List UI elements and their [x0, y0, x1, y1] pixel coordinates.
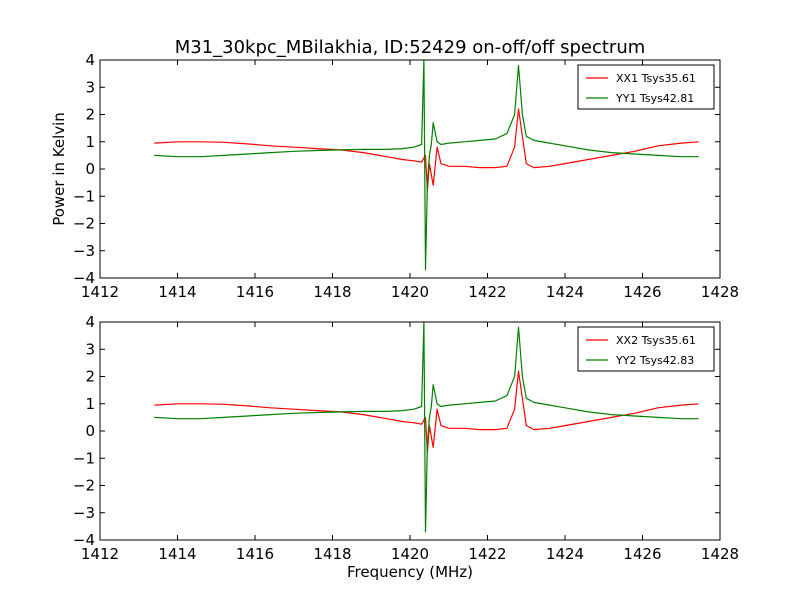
- y-tick-label: 1: [85, 395, 95, 413]
- panel-1: 1412 1414 1416 1418 1420 1422 1424 1426 1428 4 3 2 1…: [73, 51, 739, 301]
- y-tick-label: 0: [85, 422, 95, 440]
- x-tick-label: 1428: [701, 545, 739, 563]
- x-tick-label: 1412: [81, 283, 119, 301]
- legend-label-2: YY1 Tsys42.81: [615, 92, 694, 105]
- legend-box: [577, 326, 715, 372]
- series-line-1: [154, 370, 699, 454]
- x-tick-label: 1420: [391, 545, 429, 563]
- x-tick-label: 1412: [81, 545, 119, 563]
- y-tick-label: 3: [85, 78, 95, 96]
- y-tick-label: −1: [73, 187, 95, 205]
- series-line-1: [154, 108, 699, 192]
- legend-label-1: XX2 Tsys35.61: [616, 334, 696, 347]
- y-axis-label: Power in Kelvin: [50, 112, 68, 226]
- y-tick-label: −3: [73, 242, 95, 260]
- x-tick-label: 1426: [623, 283, 661, 301]
- legend-box: [577, 64, 715, 110]
- y-tick-label: 1: [85, 133, 95, 151]
- y-tick-label: −4: [73, 531, 95, 549]
- y-tick-label: 4: [85, 313, 95, 331]
- x-tick-label: 1418: [313, 545, 351, 563]
- x-tick-label: 1424: [546, 283, 584, 301]
- y-tick-label: 2: [85, 106, 95, 124]
- x-axis-label: Frequency (MHz): [347, 563, 473, 581]
- x-tick-label: 1414: [158, 545, 196, 563]
- series-line-2: [154, 60, 699, 271]
- x-tick-label: 1422: [468, 283, 506, 301]
- figure-title: M31_30kpc_MBilakhia, ID:52429 on-off/off…: [175, 37, 646, 58]
- x-tick-label: 1426: [623, 545, 661, 563]
- y-tick-label: 3: [85, 340, 95, 358]
- x-tick-label: 1418: [313, 283, 351, 301]
- y-tick-label: 4: [85, 51, 95, 69]
- y-tick-label: 2: [85, 368, 95, 386]
- x-tick-label: 1424: [546, 545, 584, 563]
- y-tick-label: 0: [85, 160, 95, 178]
- x-tick-label: 1422: [468, 545, 506, 563]
- x-tick-label: 1416: [236, 283, 274, 301]
- panel-2: 1412 1414 1416 1418 1420 1422 1424 1426 1428 4 3 2 1…: [73, 313, 739, 563]
- x-tick-label: 1428: [701, 283, 739, 301]
- x-tick-label: 1414: [158, 283, 196, 301]
- plot-panels: 1412 1414 1416 1418 1420 1422 1424 1426 14284321…: [73, 51, 739, 563]
- x-tick-label: 1420: [391, 283, 429, 301]
- y-tick-label: −1: [73, 449, 95, 467]
- y-tick-label: −3: [73, 504, 95, 522]
- legend-label-1: XX1 Tsys35.61: [616, 72, 696, 85]
- y-tick-label: −4: [73, 269, 95, 287]
- x-tick-label: 1416: [236, 545, 274, 563]
- legend-label-2: YY2 Tsys42.83: [615, 354, 694, 367]
- y-tick-label: −2: [73, 477, 95, 495]
- series-line-2: [154, 322, 699, 533]
- y-tick-label: −2: [73, 215, 95, 233]
